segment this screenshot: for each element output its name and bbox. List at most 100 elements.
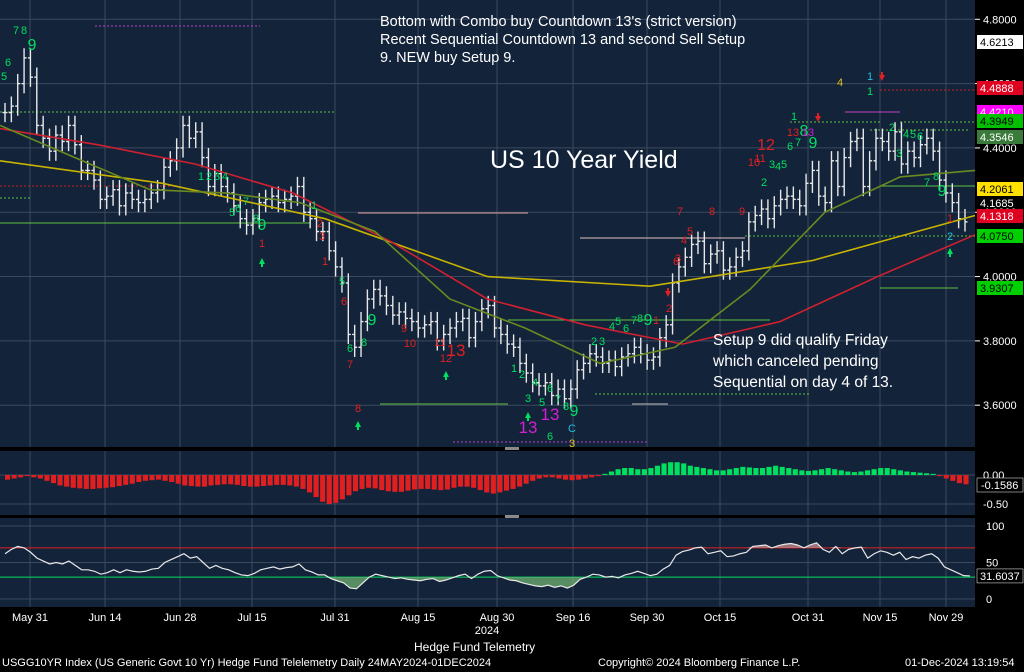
osc-bar [274,475,280,485]
price-axis-tag-label: 4.3546 [980,132,1014,144]
osc-bar [103,475,109,488]
osc-bar [37,475,43,479]
count-label: 3 [769,159,775,171]
osc-bar [700,468,706,475]
count-label: 6 [547,431,553,443]
count-label: 9 [644,312,653,329]
osc-bar [385,475,391,492]
x-year-label: 2024 [475,625,499,637]
count-label: 13 [541,405,560,424]
footer-title: Hedge Fund Telemetry [414,640,536,654]
sell-arrow-icon [879,75,885,81]
osc-bar [96,475,103,489]
price-axis-tag-label: 4.6213 [980,37,1014,49]
count-label: 7 [795,137,801,149]
count-label: 2 [591,336,597,348]
count-label: 4 [903,129,909,141]
sell-arrow-icon [665,291,671,297]
arrow-stem [817,113,819,116]
osc-bar [786,468,792,475]
osc-bar [254,475,260,487]
osc-bar [595,475,601,477]
count-label: 9 [938,183,947,200]
osc-bar [123,475,129,485]
osc-bar [464,475,470,487]
osc-bar [379,475,385,491]
count-label: 6 [623,323,629,335]
osc-bar [825,468,831,475]
osc-bar [930,473,936,475]
count-label: 4 [837,77,843,89]
osc-bar [654,465,661,475]
buy-arrow-icon [355,421,361,427]
count-label: 8 [21,25,27,37]
moving-average-line [0,127,976,345]
candles-group [2,48,968,409]
osc-bar [83,475,89,489]
count-label: 6 [917,131,923,143]
osc-bar [129,475,135,484]
osc-bar [779,466,785,475]
count-label: 7 [924,177,930,189]
arrow-stem [357,427,359,430]
osc-bar [352,475,359,492]
osc-bar [582,475,588,479]
osc-value-tag [976,477,1024,493]
osc-bar [175,475,181,484]
osc-bar [44,475,50,481]
count-label: 5 [910,129,916,141]
count-label: 6 [235,203,241,215]
osc-bar [956,475,962,484]
osc-bar [510,475,516,489]
osc-bar [418,475,424,489]
price-axis-tag-label: 4.1685 [980,198,1014,210]
osc-bar [805,470,812,475]
count-label: 9 [401,323,407,335]
count-label: 5 [339,276,345,288]
price-axis-tag [977,114,1023,128]
osc-bar [864,470,871,475]
osc-bar [622,468,628,475]
osc-bar [838,470,844,475]
osc-bar [517,475,523,487]
osc-bar [339,475,345,500]
count-label: 10 [404,338,416,350]
osc-bar [589,475,595,478]
count-label: 11 [434,337,445,349]
count-label: 1 [198,171,204,183]
rsi-line [4,542,971,590]
count-label: 9 [739,206,745,218]
osc-bar [142,475,148,481]
osc-bar [884,468,890,475]
count-label: 7 [13,25,19,37]
osc-bar [536,475,542,479]
osc-bar [897,470,903,475]
osc-bar [228,475,234,485]
osc-bar [503,475,510,491]
x-tick-label: Oct 31 [792,612,824,624]
osc-bar [819,469,825,475]
osc-bar [759,468,766,475]
osc-bar [963,475,969,485]
buy-arrow-icon [259,258,265,264]
count-label: 1 [322,256,328,268]
chart-title: US 10 Year Yield [490,146,678,174]
price-axis-tag-label: 4.0750 [980,231,1014,243]
osc-bar [5,475,11,480]
count-label: 2 [761,177,767,189]
osc-bar [871,469,877,475]
x-tick-label: Nov 29 [929,612,964,624]
osc-bar [635,469,641,475]
count-label: 1 [867,86,873,98]
osc-bar [333,475,339,503]
footer-left: USGG10YR Index (US Generic Govt 10 Yr) H… [2,657,492,669]
osc-bar [64,475,70,487]
count-label: 12 [757,137,775,154]
osc-bar [392,475,398,492]
annotation-line: which canceled pending [713,353,879,370]
x-tick-label: Sep 30 [630,612,665,624]
osc-bar [530,475,536,481]
x-tick-label: Aug 15 [401,612,436,624]
osc-bar [149,475,155,481]
osc-bar [195,475,201,487]
